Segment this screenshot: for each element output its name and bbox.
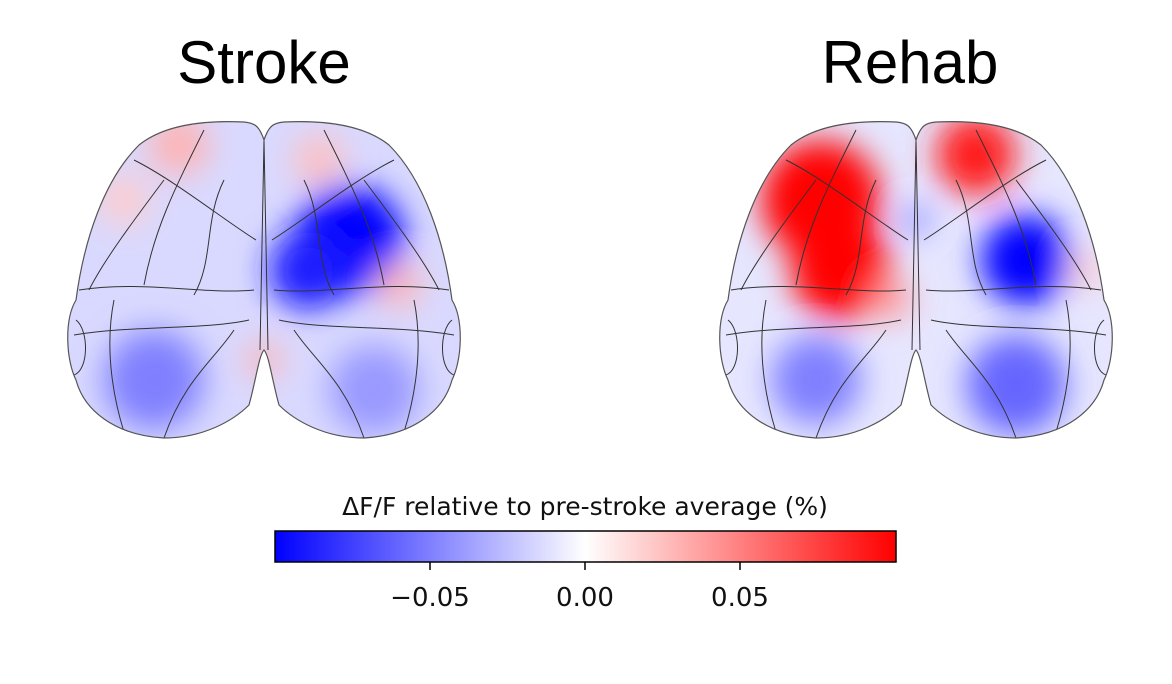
region-boundary [725,319,902,336]
region-boundary [303,179,335,296]
region-boundary [278,319,455,336]
heatmap-blob [981,215,1071,305]
region-boundary [730,286,907,292]
region-boundary [761,299,777,433]
region-boundary [263,139,269,351]
heatmap-blob [791,220,891,320]
region-boundary [323,129,385,286]
colorbar-tick-label: 0.05 [711,583,769,613]
heatmap-blob [902,206,930,234]
colorbar-gradient [274,530,897,563]
region-boundary [73,319,250,336]
region-boundary [193,179,225,296]
colorbar-tick-label: 0.00 [556,583,614,613]
region-boundary [293,329,365,439]
region-boundary [273,286,450,292]
colorbar-tick-label: −0.05 [390,583,470,613]
region-boundary [1015,179,1092,291]
heatmap-blob [966,335,1066,435]
heatmap-blob [1068,252,1104,288]
panel-title-stroke: Stroke [177,29,351,96]
heatmap-blob [771,335,861,425]
region-boundary [785,159,909,241]
region-boundary [945,329,1017,439]
region-boundary [143,129,205,286]
region-boundary [740,179,817,291]
region-boundary [109,299,125,433]
region-boundary [163,329,235,439]
region-boundary [915,139,921,351]
region-boundary [442,319,455,376]
region-boundary [363,179,440,291]
region-boundary [725,319,738,376]
region-boundary [403,299,419,433]
region-boundary [845,179,877,296]
region-boundary [78,286,255,292]
region-boundary [271,159,395,241]
heatmap-blob [149,121,209,175]
heatmap-blob [246,342,282,378]
heatmap-blob [269,230,349,310]
heatmap-blob [871,280,911,320]
region-boundary [73,319,86,376]
brain-map-stroke [67,120,461,439]
colorbar-label: ΔF/F relative to pre-stroke average (%) [342,492,828,521]
heatmap-blob [377,263,421,307]
heatmap-blob [936,121,1016,195]
region-boundary [795,129,857,286]
region-boundary [923,159,1047,241]
region-boundary [88,179,165,291]
region-boundary [1055,299,1071,433]
region-boundary [1094,319,1107,376]
region-boundary [925,286,1102,292]
brain-map-rehab [719,120,1113,439]
heatmap-blob [329,345,419,435]
colorbar [274,530,897,570]
region-boundary [975,129,1037,286]
region-boundary [815,329,887,439]
region-boundary [911,139,917,351]
region-boundary [133,159,257,241]
heatmap-blob [104,330,204,430]
heatmap-blob [294,135,344,185]
region-boundary [930,319,1107,336]
region-boundary [259,139,265,351]
region-boundary [955,179,987,296]
panel-title-rehab: Rehab [821,29,999,96]
heatmap-blob [99,175,149,225]
